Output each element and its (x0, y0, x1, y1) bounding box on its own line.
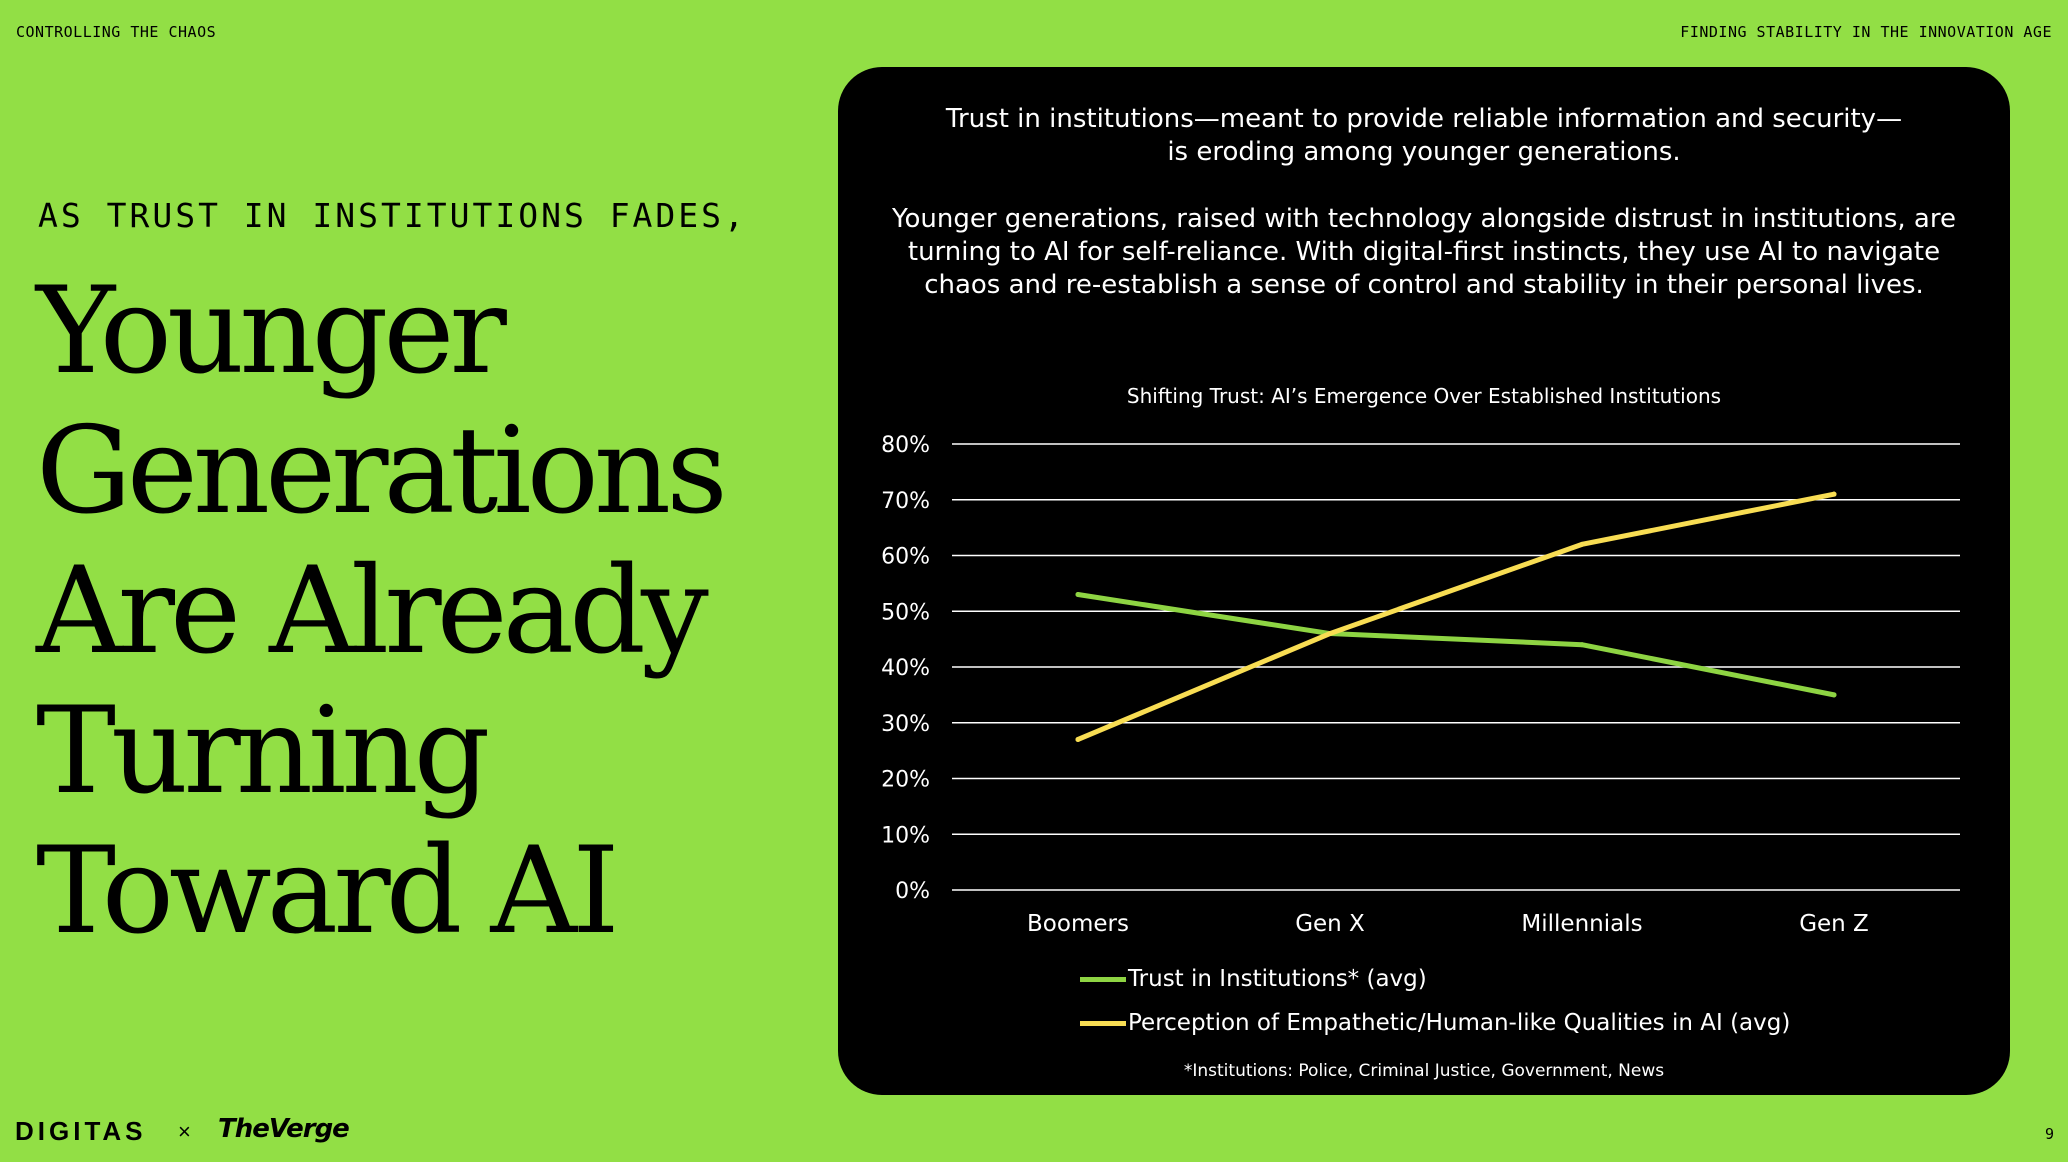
series-line-0 (1075, 592, 1837, 698)
legend-label: Trust in Institutions* (avg) (1128, 966, 1427, 992)
legend-swatch-trust (1080, 976, 1126, 982)
headline: Younger Generations Are Already Turning … (36, 262, 816, 962)
headline-line: Younger (36, 262, 507, 401)
legend-swatch-ai (1080, 1020, 1126, 1026)
legend-item: Trust in Institutions* (avg) (1080, 957, 1790, 1001)
x-tick-label: Boomers (1027, 911, 1129, 937)
chart-title: Shifting Trust: AI’s Emergence Over Esta… (1126, 384, 1722, 408)
separator-x: × (178, 1119, 191, 1144)
the-verge-logo: TheVerge (218, 1114, 350, 1144)
data-point (1327, 631, 1333, 637)
line-chart: 0% 10% 20% 30% 40% 50% 60% 70% 80% Boomers Gen X Mi… (881, 433, 1960, 937)
y-tick-label: 10% (881, 823, 930, 848)
data-point (1579, 642, 1585, 648)
kicker-text: AS TRUST IN INSTITUTIONS FADES, (38, 196, 747, 235)
headline-line: Generations (36, 402, 728, 541)
y-tick-label: 80% (881, 433, 930, 458)
y-tick-label: 0% (895, 879, 930, 904)
data-point (1831, 692, 1837, 698)
legend-label: Perception of Empathetic/Human-like Qual… (1128, 1010, 1791, 1036)
headline-line: Turning (36, 682, 490, 821)
context-paragraph: Younger generations, raised with technol… (892, 204, 1956, 300)
legend-item: Perception of Empathetic/Human-like Qual… (1080, 1001, 1790, 1045)
y-tick-label: 50% (881, 600, 930, 625)
digitas-logo: DIGITAS (15, 1116, 147, 1146)
intro-paragraph: Trust in institutions—meant to provide r… (945, 104, 1903, 167)
y-tick-label: 30% (881, 712, 930, 737)
data-point (1075, 592, 1081, 598)
footnote: *Institutions: Police, Criminal Justice,… (1183, 1061, 1665, 1081)
y-tick-label: 40% (881, 656, 930, 681)
headline-line: Toward AI (36, 822, 620, 961)
report-title: FINDING STABILITY IN THE INNOVATION AGE (1680, 23, 2052, 41)
y-tick-label: 70% (881, 489, 930, 514)
chart-panel: Trust in institutions—meant to provide r… (838, 67, 2010, 1095)
data-point (1831, 491, 1837, 497)
headline-line: Are Already (36, 542, 709, 681)
section-label: CONTROLLING THE CHAOS (16, 23, 217, 41)
y-tick-label: 20% (881, 768, 930, 793)
page-number: 9 (2044, 1125, 2054, 1143)
data-point (1075, 736, 1081, 742)
series-line-1 (1075, 491, 1837, 742)
x-tick-label: Gen Z (1799, 911, 1869, 937)
x-tick-label: Millennials (1521, 911, 1642, 937)
x-tick-label: Gen X (1295, 911, 1365, 937)
chart-legend: Trust in Institutions* (avg) Perception … (1080, 957, 1790, 1045)
y-tick-label: 60% (881, 545, 930, 570)
data-point (1579, 541, 1585, 547)
